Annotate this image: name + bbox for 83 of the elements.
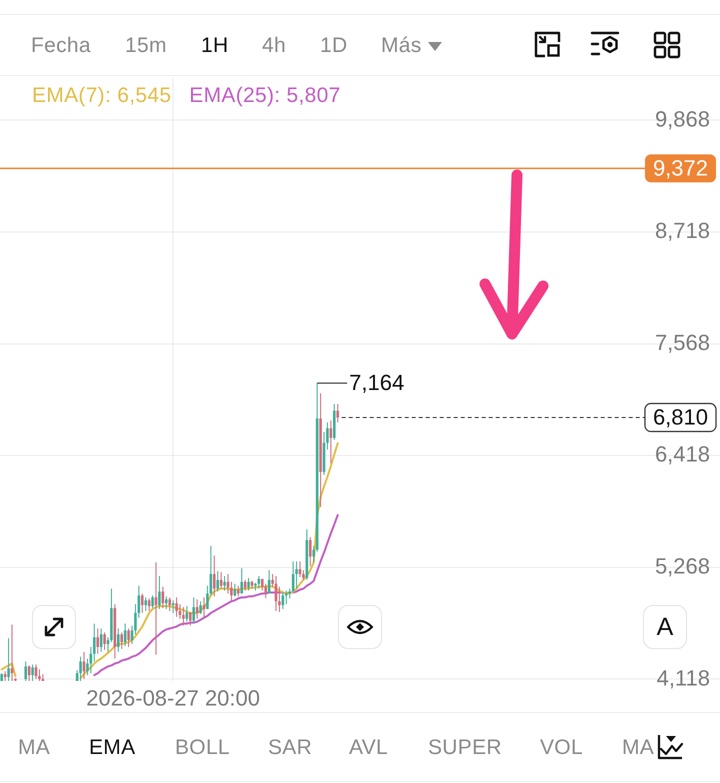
candlestick: [336, 403, 340, 423]
candlestick: [308, 536, 312, 567]
candlestick: [148, 598, 150, 612]
candlestick: [34, 664, 38, 680]
candlestick: [268, 570, 270, 594]
text: EMA(25): 5,807: [189, 84, 341, 107]
candlestick: [82, 651, 86, 680]
candlestick: [86, 658, 89, 676]
candlestick: [175, 596, 178, 618]
y-tick-label: 5,268: [654, 554, 710, 579]
text: Más: [381, 34, 422, 58]
letter-button: A: [643, 605, 687, 649]
candlestick: [100, 628, 102, 652]
text: EMA: [89, 736, 136, 760]
text: 1H: [201, 34, 228, 58]
candlestick: [186, 606, 188, 622]
candlestick: [202, 596, 206, 620]
x-tick-label: 2026-08-27 20:00: [86, 685, 260, 710]
candlestick: [127, 628, 130, 648]
candlestick: [258, 575, 260, 590]
candlestick: [196, 598, 198, 620]
candlestick: [247, 577, 250, 592]
ref-line-label: 9,372: [652, 155, 708, 180]
candlestick: [216, 570, 220, 592]
y-tick-label: 7,568: [654, 330, 710, 355]
candlestick: [220, 572, 222, 590]
candlestick: [154, 562, 158, 656]
candlestick: [4, 670, 6, 681]
candlestick: [24, 661, 28, 681]
candlestick: [162, 586, 164, 609]
text: BOLL: [175, 736, 230, 760]
candlestick: [284, 590, 288, 605]
candlestick: [168, 596, 172, 612]
candlestick: [199, 600, 202, 614]
y-tick-label: 9,868: [654, 106, 710, 132]
candlestick: [182, 606, 185, 626]
candlestick: [151, 594, 154, 609]
candlestick: [31, 664, 34, 681]
candlestick: [192, 596, 196, 624]
text: MA: [18, 736, 50, 760]
candlestick: [244, 579, 246, 592]
text: AVL: [349, 736, 388, 760]
text: MA: [622, 736, 654, 760]
candlestick: [7, 638, 10, 681]
candlestick: [282, 591, 284, 610]
candlestick: [264, 583, 268, 599]
candlestick: [274, 575, 278, 612]
candlestick: [103, 632, 106, 650]
candlestick: [295, 560, 298, 590]
text: 15m: [125, 34, 167, 58]
text: Fecha: [31, 34, 91, 58]
candlestick: [10, 624, 14, 681]
candlestick: [210, 545, 212, 596]
y-tick-label: 6,418: [654, 442, 710, 467]
candlestick: [140, 592, 144, 614]
text: 1D: [320, 34, 348, 58]
candlestick: [120, 632, 124, 650]
candlestick: [172, 600, 174, 614]
candlestick: [28, 664, 30, 681]
candlestick: [38, 668, 41, 681]
annotation: A: [656, 613, 674, 641]
annotation: 7,164: [349, 370, 404, 396]
candlestick: [96, 628, 100, 654]
candlestick: [79, 656, 82, 681]
ref-line-label: 6,810: [652, 404, 708, 430]
candlestick: [236, 585, 240, 597]
candlestick: [292, 560, 294, 592]
text: 4h: [262, 34, 286, 58]
text: SAR: [268, 736, 312, 760]
candlestick: [124, 623, 126, 646]
candlestick: [240, 568, 244, 594]
y-tick-label: 8,718: [654, 218, 710, 244]
candlestick: [330, 420, 332, 464]
candlestick: [116, 628, 120, 652]
text: SUPER: [428, 736, 502, 760]
y-tick-label: 4,118: [656, 665, 710, 690]
candlestick: [158, 575, 161, 610]
text: VOL: [540, 736, 583, 760]
candlestick: [298, 560, 302, 578]
candlestick: [234, 583, 236, 597]
candlestick: [188, 611, 192, 626]
candlestick: [212, 555, 216, 597]
text: EMA(7): 6,545: [32, 84, 172, 107]
